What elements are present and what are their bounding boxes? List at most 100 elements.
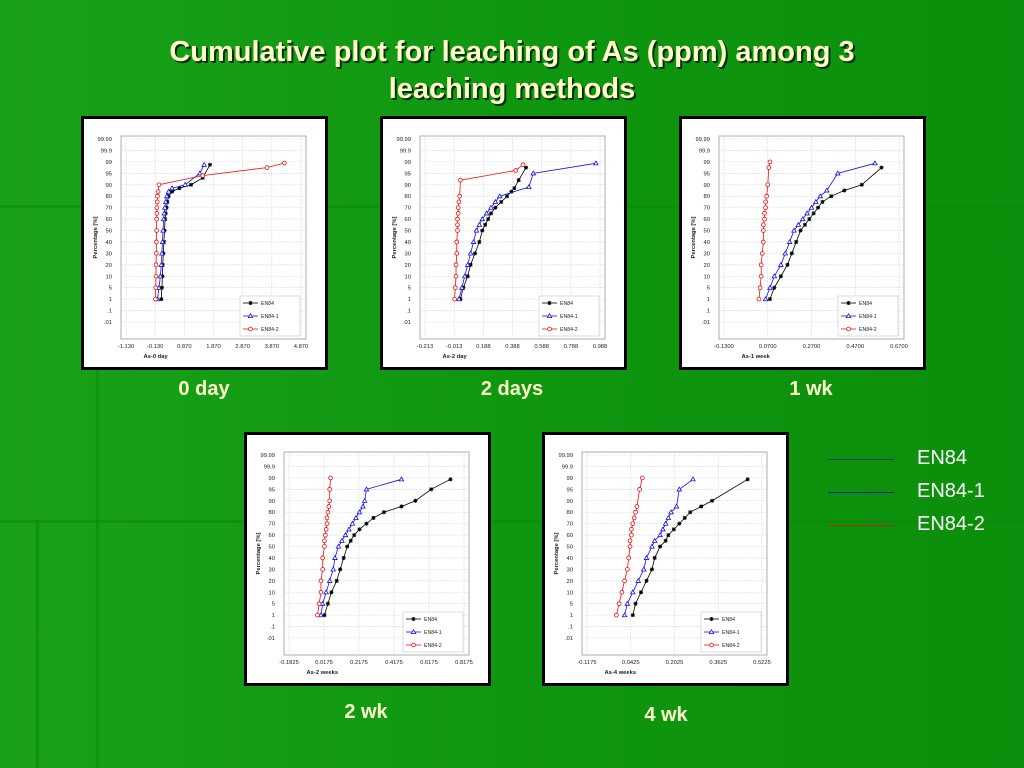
point-en84	[547, 301, 552, 305]
y-tick-label: 5	[272, 602, 275, 608]
point-en84	[772, 285, 777, 290]
inner-legend-label: EN84-1	[859, 314, 877, 320]
y-tick-label: 5	[570, 602, 573, 608]
point-en84-2	[264, 165, 270, 170]
chart-panel-4-wk: 99.99 99.9 99 95 90 80 70 60 50 40 30 20 10 5 1 .1 .01 -0…	[542, 432, 789, 686]
point-en84	[322, 613, 327, 618]
point-en84-1	[635, 577, 642, 583]
point-en84-1	[161, 210, 168, 216]
series-en84	[458, 165, 528, 302]
y-tick-label: 80	[106, 194, 112, 200]
x-tick-label: 0.5225	[753, 660, 771, 666]
point-en84	[778, 274, 783, 279]
legend-item-en84: EN84	[826, 445, 1016, 475]
point-en84-1	[163, 193, 170, 199]
y-tick-label: 99.9	[699, 148, 710, 154]
point-en84	[248, 301, 253, 305]
y-tick-label: .01	[403, 320, 411, 326]
x-tick-label: -0.1825	[279, 660, 299, 666]
y-axis-label: Percentage [%]	[554, 532, 560, 574]
x-tick-label: 0.188	[476, 344, 491, 350]
point-en84-1	[196, 170, 203, 176]
point-en84-2	[629, 527, 634, 532]
y-tick-label: 60	[704, 217, 710, 223]
point-en84-2	[846, 326, 851, 332]
series-en84-2	[756, 159, 773, 302]
y-tick-label: 90	[567, 499, 573, 505]
x-tick-label: 0.0700	[759, 344, 777, 350]
slide-title: Cumulative plot for leaching of As (ppm)…	[40, 34, 984, 108]
point-en84-1	[708, 629, 715, 634]
point-en84	[483, 222, 488, 227]
y-tick-label: 40	[269, 556, 275, 562]
point-en84-1	[799, 216, 806, 222]
point-en84	[820, 199, 825, 204]
x-tick-label: 0.870	[177, 344, 192, 350]
point-en84-1	[356, 509, 363, 515]
point-en84-2	[767, 159, 773, 165]
point-en84-2	[756, 296, 762, 302]
y-tick-label: 95	[567, 487, 573, 493]
point-en84	[663, 538, 668, 543]
chart-svg: 99.99 99.9 99 95 90 80 70 60 50 40 30 20 10 5 1 .1 .01 -0…	[691, 135, 908, 360]
y-axis-label: Percentage [%]	[392, 216, 398, 258]
point-en84-2	[759, 251, 765, 256]
inner-legend-label: EN84	[560, 301, 573, 307]
y-tick-label: 80	[704, 194, 710, 200]
point-en84-1	[165, 188, 172, 194]
point-en84	[709, 617, 714, 621]
point-en84-2	[761, 228, 766, 233]
y-tick-label: 40	[704, 240, 710, 246]
point-en84-2	[325, 509, 331, 515]
point-en84	[505, 194, 510, 199]
x-tick-label: 0.4700	[846, 344, 864, 350]
point-en84-1	[476, 221, 483, 227]
point-en84-1	[473, 227, 480, 233]
point-en84	[807, 217, 812, 222]
y-tick-label: 90	[269, 499, 275, 505]
point-en84-2	[248, 326, 253, 332]
point-en84-2	[154, 216, 159, 222]
inner-legend-label: EN84-2	[859, 327, 877, 333]
point-en84	[829, 194, 834, 199]
y-tick-label: 1	[408, 297, 411, 303]
point-en84	[879, 165, 884, 170]
series-line	[624, 478, 694, 616]
point-en84	[671, 527, 676, 532]
point-en84-2	[455, 222, 460, 228]
point-en84	[859, 182, 864, 187]
point-en84	[334, 578, 339, 583]
point-en84-2	[764, 193, 769, 199]
point-en84-2	[629, 532, 634, 538]
inner-legend-label: EN84	[424, 617, 437, 623]
point-en84-2	[455, 211, 461, 216]
point-en84-2	[154, 251, 159, 256]
point-en84	[381, 510, 386, 515]
caption-2-wk: 2 wk	[344, 701, 388, 723]
chart-panel-0-day: 99.99 99.9 99 95 90 80 70 60 50 40 30 20 10 5 1 .1 .01 -1…	[81, 116, 328, 370]
point-en84-1	[332, 554, 338, 560]
point-en84-2	[456, 199, 462, 205]
point-en84	[399, 504, 404, 509]
x-tick-label: -0.213	[417, 344, 433, 350]
point-en84	[208, 162, 212, 167]
x-tick-label: 1.870	[206, 344, 221, 350]
y-tick-label: 99	[106, 160, 112, 166]
point-en84-1	[360, 503, 366, 509]
point-en84-2	[327, 498, 332, 504]
y-tick-label: .1	[568, 625, 573, 631]
point-en84-2	[316, 601, 322, 606]
point-en84-2	[318, 578, 324, 584]
series-line	[454, 164, 524, 300]
y-tick-label: .01	[702, 320, 710, 326]
title-line-2: leaching methods	[388, 73, 636, 105]
y-tick-label: 10	[106, 274, 112, 280]
point-en84-1	[467, 250, 474, 256]
caption-4-wk: 4 wk	[644, 704, 688, 726]
point-en84-2	[154, 199, 160, 205]
point-en84	[159, 297, 164, 302]
point-en84-1	[834, 170, 841, 176]
point-en84-2	[322, 538, 327, 544]
point-en84-1	[762, 296, 769, 302]
y-tick-label: 99	[567, 476, 573, 482]
